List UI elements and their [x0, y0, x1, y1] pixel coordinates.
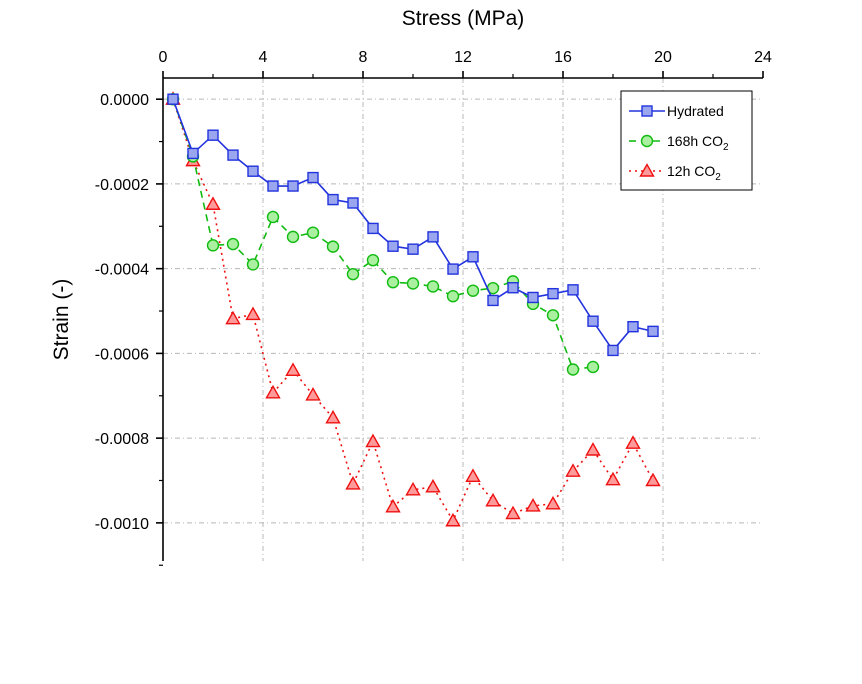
data-point [345, 475, 361, 490]
data-point [427, 231, 439, 243]
data-point [547, 287, 559, 300]
data-point [505, 505, 521, 520]
data-point [525, 497, 541, 512]
axis-layer: 0 4 8 12 16 20 24 0.0000 -0.0002 -0.0004 -0.0006 -0… [95, 49, 772, 566]
y-tick-label: 0.0000 [100, 92, 149, 109]
data-point [387, 240, 399, 252]
data-point [467, 251, 479, 263]
data-point [307, 171, 319, 184]
data-point [546, 309, 560, 322]
data-point [406, 277, 420, 290]
x-tick-label: 12 [454, 49, 472, 66]
x-tick-label: 20 [654, 49, 672, 66]
data-point [226, 237, 240, 251]
data-point [305, 386, 321, 401]
data-point [246, 258, 260, 271]
data-point [225, 310, 241, 325]
data-point [566, 363, 580, 376]
data-point [585, 442, 601, 456]
legend-marker [639, 163, 655, 177]
data-point [487, 294, 499, 307]
data-point [587, 315, 599, 327]
data-point [385, 498, 401, 513]
data-point [426, 280, 440, 293]
data-point [247, 165, 259, 177]
data-point [447, 263, 459, 275]
data-point [625, 435, 641, 449]
data-point [446, 289, 460, 303]
data-point [465, 468, 481, 482]
data-point [267, 180, 279, 192]
series-line [172, 98, 654, 352]
data-point [266, 210, 280, 224]
x-tick-label: 24 [754, 49, 772, 66]
data-point [567, 284, 579, 296]
y-axis-title: Strain (-) [50, 279, 73, 361]
data-point [167, 93, 179, 105]
data-point [586, 360, 600, 374]
data-point [407, 243, 419, 255]
x-tick-label: 0 [159, 49, 168, 66]
x-tick-label: 16 [554, 49, 572, 66]
series-square [167, 93, 659, 357]
x-tick-label: 4 [259, 49, 268, 66]
data-point [645, 472, 661, 487]
data-point [306, 226, 320, 239]
data-point [325, 409, 341, 424]
data-point [366, 253, 380, 267]
data-point [565, 463, 581, 477]
data-point [285, 362, 301, 377]
data-point [245, 306, 261, 321]
x-axis-title: Stress (MPa) [402, 7, 525, 30]
data-point [205, 196, 221, 210]
y-tick-label: -0.0002 [95, 177, 149, 194]
data-point [425, 478, 441, 493]
data-point [545, 495, 561, 510]
y-tick-label: -0.0008 [95, 431, 149, 448]
data-point [327, 193, 339, 206]
data-point [346, 267, 360, 281]
series-layer [165, 91, 661, 527]
series-circle [166, 92, 600, 376]
data-point [347, 197, 359, 209]
data-point [187, 147, 199, 160]
data-point [265, 384, 281, 399]
legend-label: 168h CO2 [667, 133, 729, 153]
data-point [286, 230, 300, 244]
data-point [466, 284, 480, 297]
data-point [207, 129, 219, 141]
data-point [647, 325, 659, 338]
data-point [445, 512, 461, 527]
data-point [527, 291, 539, 304]
y-tick-label: -0.0010 [95, 516, 149, 533]
y-tick-label: -0.0004 [95, 262, 149, 279]
legend-marker [640, 134, 654, 148]
legend-marker [641, 105, 653, 117]
data-point [365, 433, 381, 448]
data-point [405, 481, 421, 496]
y-tick-label: -0.0006 [95, 346, 149, 363]
data-point [605, 471, 621, 486]
legend-label: 12h CO2 [667, 163, 721, 183]
data-point [227, 149, 239, 161]
series-line [172, 98, 594, 371]
data-point [485, 492, 501, 507]
legend-label: Hydrated [667, 103, 724, 119]
x-tick-label: 8 [359, 49, 368, 66]
data-point [287, 180, 299, 192]
data-point [367, 222, 379, 235]
data-point [206, 239, 220, 252]
data-point [607, 344, 619, 357]
legend: Hydrated 168h CO2 12h CO2 [620, 90, 753, 191]
data-point [627, 321, 639, 333]
series-line [172, 98, 654, 523]
data-point [326, 240, 340, 253]
data-point [507, 282, 519, 294]
data-point [386, 276, 400, 289]
